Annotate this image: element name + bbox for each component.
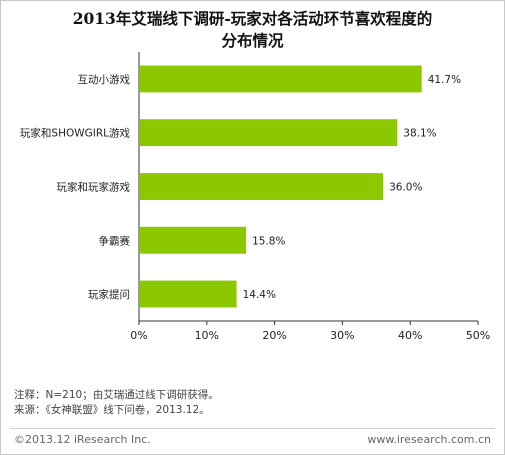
- footer-divider: [10, 428, 495, 429]
- chart-title: 2013年艾瑞线下调研-玩家对各活动环节喜欢程度的 分布情况: [0, 8, 505, 52]
- note-line: 注释：N=210；由艾瑞通过线下调研获得。: [14, 389, 219, 401]
- category-label: 玩家和SHOWGIRL游戏: [20, 127, 131, 140]
- bar: [140, 119, 398, 147]
- footer-copyright: ©2013.12 iResearch Inc.: [14, 433, 151, 446]
- chart-title-line-2: 分布情况: [221, 31, 284, 50]
- data-label: 15.8%: [252, 235, 285, 247]
- category-label: 玩家和玩家游戏: [57, 181, 131, 194]
- chart-title-line-1: 2013年艾瑞线下调研-玩家对各活动环节喜欢程度的: [72, 9, 433, 28]
- x-tick-label: 40%: [398, 329, 422, 342]
- category-label: 玩家提问: [88, 288, 130, 301]
- bar: [140, 173, 384, 200]
- data-label: 14.4%: [243, 289, 276, 301]
- footer-website[interactable]: www.iresearch.com.cn: [367, 433, 491, 446]
- x-tick-label: 10%: [195, 329, 219, 342]
- data-label: 41.7%: [428, 74, 461, 86]
- bar: [140, 280, 237, 308]
- x-tick-label: 50%: [466, 329, 490, 342]
- category-label: 争霸赛: [99, 234, 131, 247]
- data-label: 36.0%: [389, 182, 422, 194]
- source-line: 来源：《女神联盟》线下问卷，2013.12。: [14, 404, 210, 416]
- x-tick-label: 0%: [130, 329, 147, 342]
- chart-notes: 注释：N=210；由艾瑞通过线下调研获得。 来源：《女神联盟》线下问卷，2013…: [14, 388, 219, 418]
- x-tick-label: 30%: [330, 329, 354, 342]
- bar: [140, 226, 247, 254]
- data-label: 38.1%: [403, 128, 436, 140]
- x-tick-label: 20%: [262, 329, 286, 342]
- bar: [140, 65, 422, 93]
- category-label: 互动小游戏: [78, 73, 131, 86]
